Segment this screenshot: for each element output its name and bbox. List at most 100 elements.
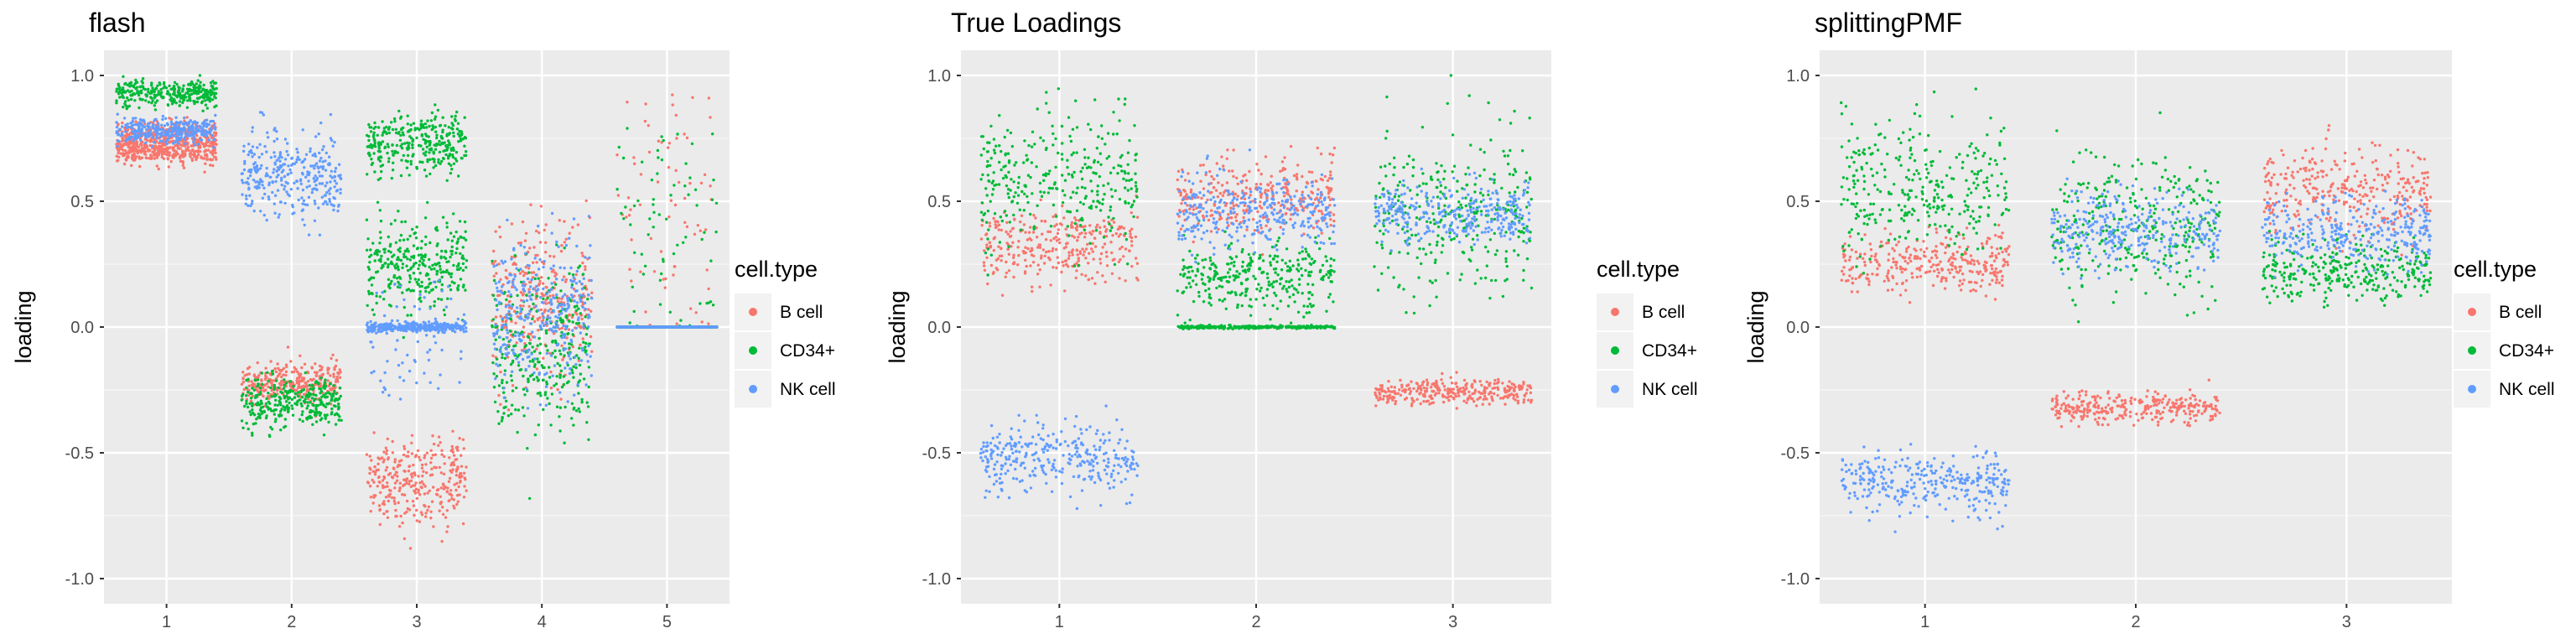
data-point	[513, 254, 517, 257]
data-point	[434, 466, 438, 470]
data-point	[442, 487, 446, 491]
data-point	[562, 375, 565, 378]
data-point	[304, 175, 308, 179]
data-point	[675, 322, 678, 325]
data-point	[271, 369, 274, 373]
data-point	[526, 335, 530, 338]
data-point	[431, 454, 435, 457]
data-point	[120, 132, 123, 136]
data-point	[279, 380, 283, 383]
data-point	[181, 161, 185, 164]
data-point	[465, 465, 468, 469]
data-point	[398, 486, 402, 490]
data-point	[459, 475, 462, 479]
data-point	[329, 137, 333, 140]
data-point	[138, 97, 142, 101]
data-point	[568, 346, 571, 350]
data-point	[329, 174, 332, 178]
data-point	[205, 134, 208, 138]
data-point	[174, 144, 177, 148]
data-point	[452, 162, 456, 165]
data-point	[385, 331, 388, 335]
data-point	[401, 131, 404, 134]
data-point	[195, 100, 200, 104]
data-point	[251, 408, 254, 412]
data-point	[326, 379, 330, 382]
data-point	[248, 410, 252, 413]
data-point	[390, 279, 393, 283]
data-point	[130, 148, 134, 151]
data-point	[669, 199, 673, 202]
data-point	[444, 516, 448, 519]
data-point	[285, 365, 288, 369]
data-point	[306, 380, 309, 383]
data-point	[133, 145, 138, 148]
data-point	[508, 330, 512, 333]
data-point	[421, 148, 425, 151]
data-point	[190, 144, 193, 148]
data-point	[156, 132, 159, 137]
data-point	[424, 286, 428, 289]
data-point	[546, 296, 549, 300]
data-point	[586, 298, 589, 301]
data-point	[542, 297, 545, 301]
data-point	[423, 264, 427, 267]
data-point	[458, 381, 461, 384]
data-point	[432, 280, 436, 283]
data-point	[267, 183, 271, 187]
data-point	[678, 180, 681, 184]
data-point	[165, 153, 169, 157]
data-point	[451, 155, 455, 159]
data-point	[711, 132, 714, 136]
data-point	[276, 388, 279, 392]
data-point	[305, 185, 309, 189]
data-point	[408, 280, 412, 283]
data-point	[300, 388, 304, 392]
data-point	[450, 239, 454, 242]
data-point	[414, 487, 418, 491]
data-point	[492, 274, 496, 278]
data-point	[278, 151, 283, 154]
data-point	[191, 153, 195, 156]
data-point	[413, 262, 416, 266]
data-point	[173, 86, 176, 89]
data-point	[373, 465, 377, 469]
data-point	[458, 437, 461, 440]
data-point	[585, 401, 589, 404]
data-point	[273, 151, 276, 154]
data-point	[339, 191, 342, 195]
data-point	[173, 91, 176, 95]
data-point	[293, 396, 297, 399]
data-point	[416, 247, 419, 250]
data-point	[440, 159, 444, 164]
data-point	[538, 241, 543, 244]
data-point	[398, 481, 402, 485]
data-point	[395, 277, 399, 280]
data-point	[535, 347, 538, 351]
data-point	[159, 145, 163, 148]
data-point	[207, 144, 210, 148]
data-point	[296, 187, 299, 190]
data-point	[539, 308, 543, 312]
data-point	[705, 301, 709, 305]
data-point	[160, 153, 164, 156]
data-point	[460, 236, 463, 239]
data-point	[313, 200, 316, 203]
data-point	[402, 329, 405, 332]
data-point	[709, 184, 712, 188]
data-point	[283, 418, 287, 421]
data-point	[462, 324, 465, 328]
data-point	[384, 446, 387, 449]
data-point	[532, 350, 537, 353]
data-point	[532, 246, 536, 249]
data-point	[426, 200, 429, 205]
data-point	[458, 220, 462, 223]
data-point	[516, 430, 519, 434]
data-point	[405, 288, 408, 292]
data-point	[405, 264, 408, 267]
data-point	[289, 188, 293, 191]
data-point	[162, 157, 166, 160]
data-point	[124, 90, 127, 94]
data-point	[523, 271, 527, 275]
data-point	[278, 213, 281, 216]
